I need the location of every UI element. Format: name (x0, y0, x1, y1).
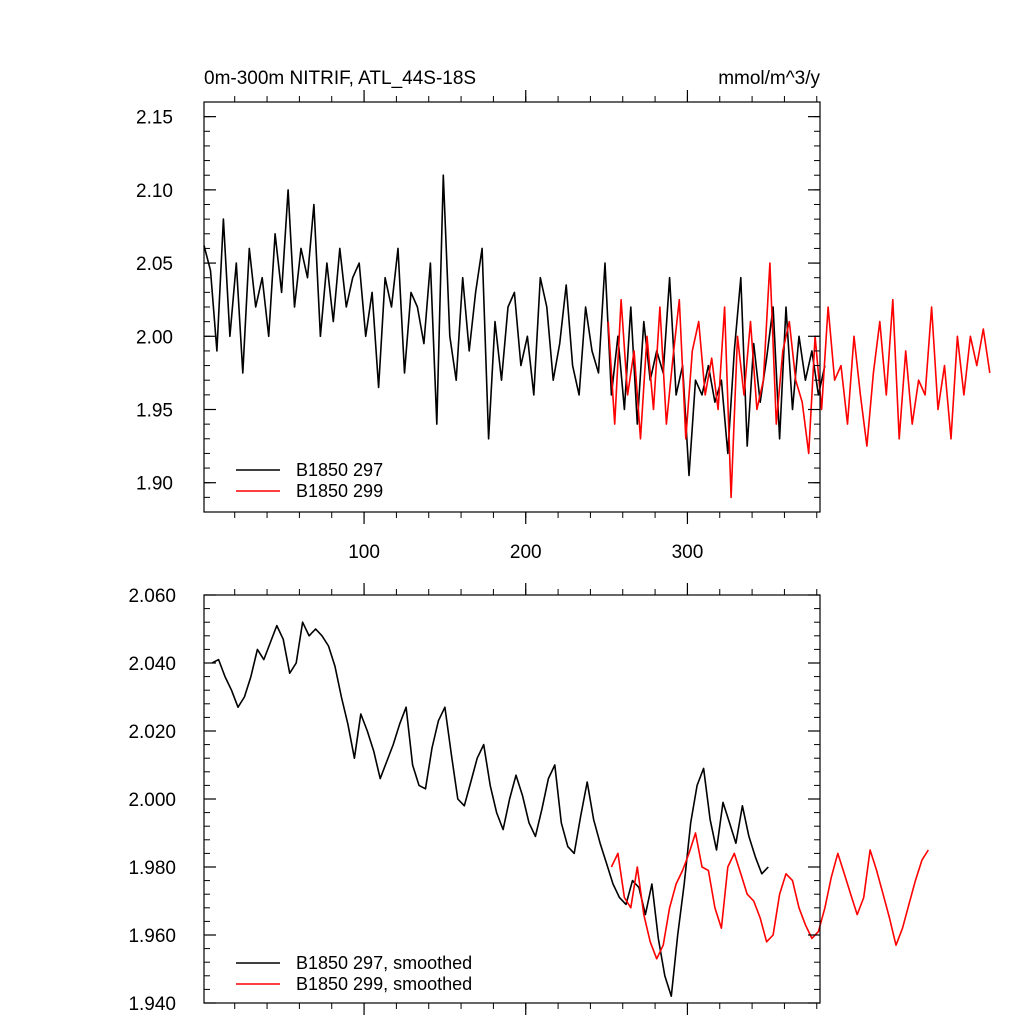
top-xtick-label: 100 (348, 542, 380, 563)
top-axes: 1.90 1.95 2.00 2.05 2.10 2.15 100 200 300 (136, 90, 821, 563)
bottom-series-line-2 (610, 832, 929, 960)
bottom-ytick-label: 2.040 (128, 654, 176, 675)
bottom-legend-label-1: B1850 297, smoothed (296, 953, 472, 973)
top-legend-label-1: B1850 297 (296, 460, 383, 480)
top-legend-label-2: B1850 299 (296, 481, 383, 501)
bottom-panel: 1.940 1.960 1.980 2.000 2.020 2.040 2.060 B185… (128, 583, 929, 1015)
bottom-ytick-label: 1.980 (128, 858, 176, 879)
top-xtick-label: 300 (672, 542, 704, 563)
top-ytick-label: 1.90 (136, 474, 173, 495)
top-series-line-1 (203, 174, 826, 477)
bottom-ytick-label: 2.000 (128, 790, 176, 811)
bottom-axes: 1.940 1.960 1.980 2.000 2.020 2.040 2.060 (128, 583, 821, 1015)
top-ytick-label: 2.10 (136, 181, 173, 202)
top-ytick-label: 2.15 (136, 108, 173, 129)
bottom-series-line-1 (211, 621, 769, 998)
bottom-legend-label-2: B1850 299, smoothed (296, 974, 472, 994)
top-xtick-label: 200 (510, 542, 542, 563)
top-panel: 0m-300m NITRIF, ATL_44S-18S mmol/m^3/y 1… (136, 68, 991, 563)
bottom-ytick-label: 2.060 (128, 586, 176, 607)
bottom-series-lines (211, 621, 929, 998)
top-panel-units: mmol/m^3/y (718, 68, 820, 89)
bottom-ytick-label: 2.020 (128, 722, 176, 743)
top-ytick-label: 2.00 (136, 327, 173, 348)
top-series-line-2 (607, 262, 991, 499)
top-series-lines (203, 174, 991, 499)
bottom-ytick-label: 1.960 (128, 926, 176, 947)
top-panel-title: 0m-300m NITRIF, ATL_44S-18S (204, 68, 476, 89)
bottom-ytick-label: 1.940 (128, 994, 176, 1015)
top-ytick-label: 1.95 (136, 401, 173, 422)
top-ytick-label: 2.05 (136, 254, 173, 275)
